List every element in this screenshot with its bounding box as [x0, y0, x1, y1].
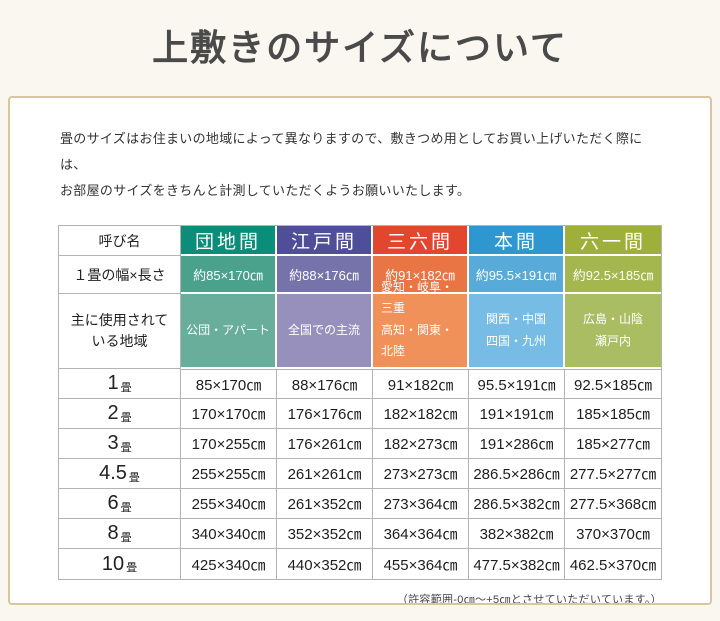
mat-unit: 畳: [120, 501, 132, 514]
column-header-edoma: 江戸間: [277, 226, 373, 257]
column-header-rokuichima: 六一間: [565, 226, 661, 257]
value-cell: 273×364㎝: [373, 489, 469, 520]
value-cell: 352×352㎝: [277, 519, 373, 550]
value-cell: 170×170㎝: [181, 399, 277, 430]
value-cell: 382×382㎝: [469, 519, 565, 550]
value-cell: 91×182㎝: [373, 369, 469, 400]
value-cell: 191×191㎝: [469, 399, 565, 430]
row-label: 4.5 畳: [59, 459, 181, 490]
value-cell: 176×261㎝: [277, 429, 373, 460]
size-row-label: １畳の幅×長さ: [59, 256, 181, 295]
mat-count: 4.5: [99, 462, 127, 485]
mat-count: 1: [107, 372, 119, 395]
page-title: 上敷きのサイズについて: [152, 28, 568, 68]
value-cell: 261×352㎝: [277, 489, 373, 520]
region-cell-danchima: 公団・アパート: [181, 294, 277, 370]
value-cell: 85×170㎝: [181, 369, 277, 400]
value-cell: 370×370㎝: [565, 519, 661, 550]
size-cell-danchima: 約85×170㎝: [181, 256, 277, 295]
value-cell: 340×340㎝: [181, 519, 277, 550]
column-header-danchima: 団地間: [181, 226, 277, 257]
column-header-honma: 本間: [469, 226, 565, 257]
value-cell: 277.5×277㎝: [565, 459, 661, 490]
value-cell: 273×273㎝: [373, 459, 469, 490]
region-row-label: 主に使用されて いる地域: [59, 294, 181, 370]
mat-unit: 畳: [128, 471, 140, 484]
size-cell-rokuichima: 約92.5×185㎝: [565, 256, 661, 295]
column-header-saburokuma: 三六間: [373, 226, 469, 257]
value-cell: 88×176㎝: [277, 369, 373, 400]
value-cell: 477.5×382㎝: [469, 549, 565, 580]
value-cell: 455×364㎝: [373, 549, 469, 580]
value-cell: 425×340㎝: [181, 549, 277, 580]
region-cell-saburokuma: 愛知・岐阜・三重 高知・関東・北陸 沖縄: [373, 280, 469, 380]
region-cell-edoma: 全国での主流: [277, 294, 373, 370]
mat-unit: 畳: [120, 441, 132, 454]
tolerance-note: （許容範囲-0㎝～+5㎝とさせていただいています。）: [396, 594, 662, 606]
value-cell: 182×273㎝: [373, 429, 469, 460]
mat-unit: 畳: [120, 531, 132, 544]
value-cell: 440×352㎝: [277, 549, 373, 580]
value-cell: 185×277㎝: [565, 429, 661, 460]
value-cell: 92.5×185㎝: [565, 369, 661, 400]
region-cell-rokuichima: 広島・山陰 瀬戸内: [565, 294, 661, 370]
mat-unit: 畳: [120, 411, 132, 424]
mat-unit: 畳: [120, 381, 132, 394]
description-text: 畳のサイズはお住まいの地域によって異なりますので、敷きつめ用としてお買い上げいた…: [60, 131, 643, 199]
value-cell: 170×255㎝: [181, 429, 277, 460]
mat-count: 10: [101, 552, 125, 575]
size-cell-honma: 約95.5×191㎝: [469, 256, 565, 295]
value-cell: 286.5×382㎝: [469, 489, 565, 520]
mat-count: 6: [107, 492, 119, 515]
size-cell-saburokuma: 約91×182㎝: [373, 256, 469, 295]
mat-count: 8: [107, 522, 119, 545]
value-cell: 277.5×368㎝: [565, 489, 661, 520]
mat-unit: 畳: [126, 562, 138, 575]
mat-count: 3: [107, 432, 119, 455]
value-cell: 255×340㎝: [181, 489, 277, 520]
value-cell: 191×286㎝: [469, 429, 565, 460]
value-cell: 286.5×286㎝: [469, 459, 565, 490]
value-cell: 255×255㎝: [181, 459, 277, 490]
row-label: 10 畳: [59, 549, 181, 580]
mat-count: 2: [107, 402, 119, 425]
tatami-size-table: 呼び名 団地間 江戸間 三六間 本間 六一間 １畳の幅×長さ 約85×170㎝ …: [58, 225, 662, 581]
value-cell: 95.5×191㎝: [469, 369, 565, 400]
size-cell-edoma: 約88×176㎝: [277, 256, 373, 295]
value-cell: 176×176㎝: [277, 399, 373, 430]
content-panel: 畳のサイズはお住まいの地域によって異なりますので、敷きつめ用としてお買い上げいた…: [8, 96, 712, 606]
value-cell: 185×185㎝: [565, 399, 661, 430]
value-cell: 182×182㎝: [373, 399, 469, 430]
corner-header: 呼び名: [59, 226, 181, 257]
value-cell: 261×261㎝: [277, 459, 373, 490]
value-cell: 462.5×370㎝: [569, 556, 657, 574]
region-cell-honma: 関西・中国 四国・九州: [469, 294, 565, 370]
value-cell: 364×364㎝: [373, 519, 469, 550]
